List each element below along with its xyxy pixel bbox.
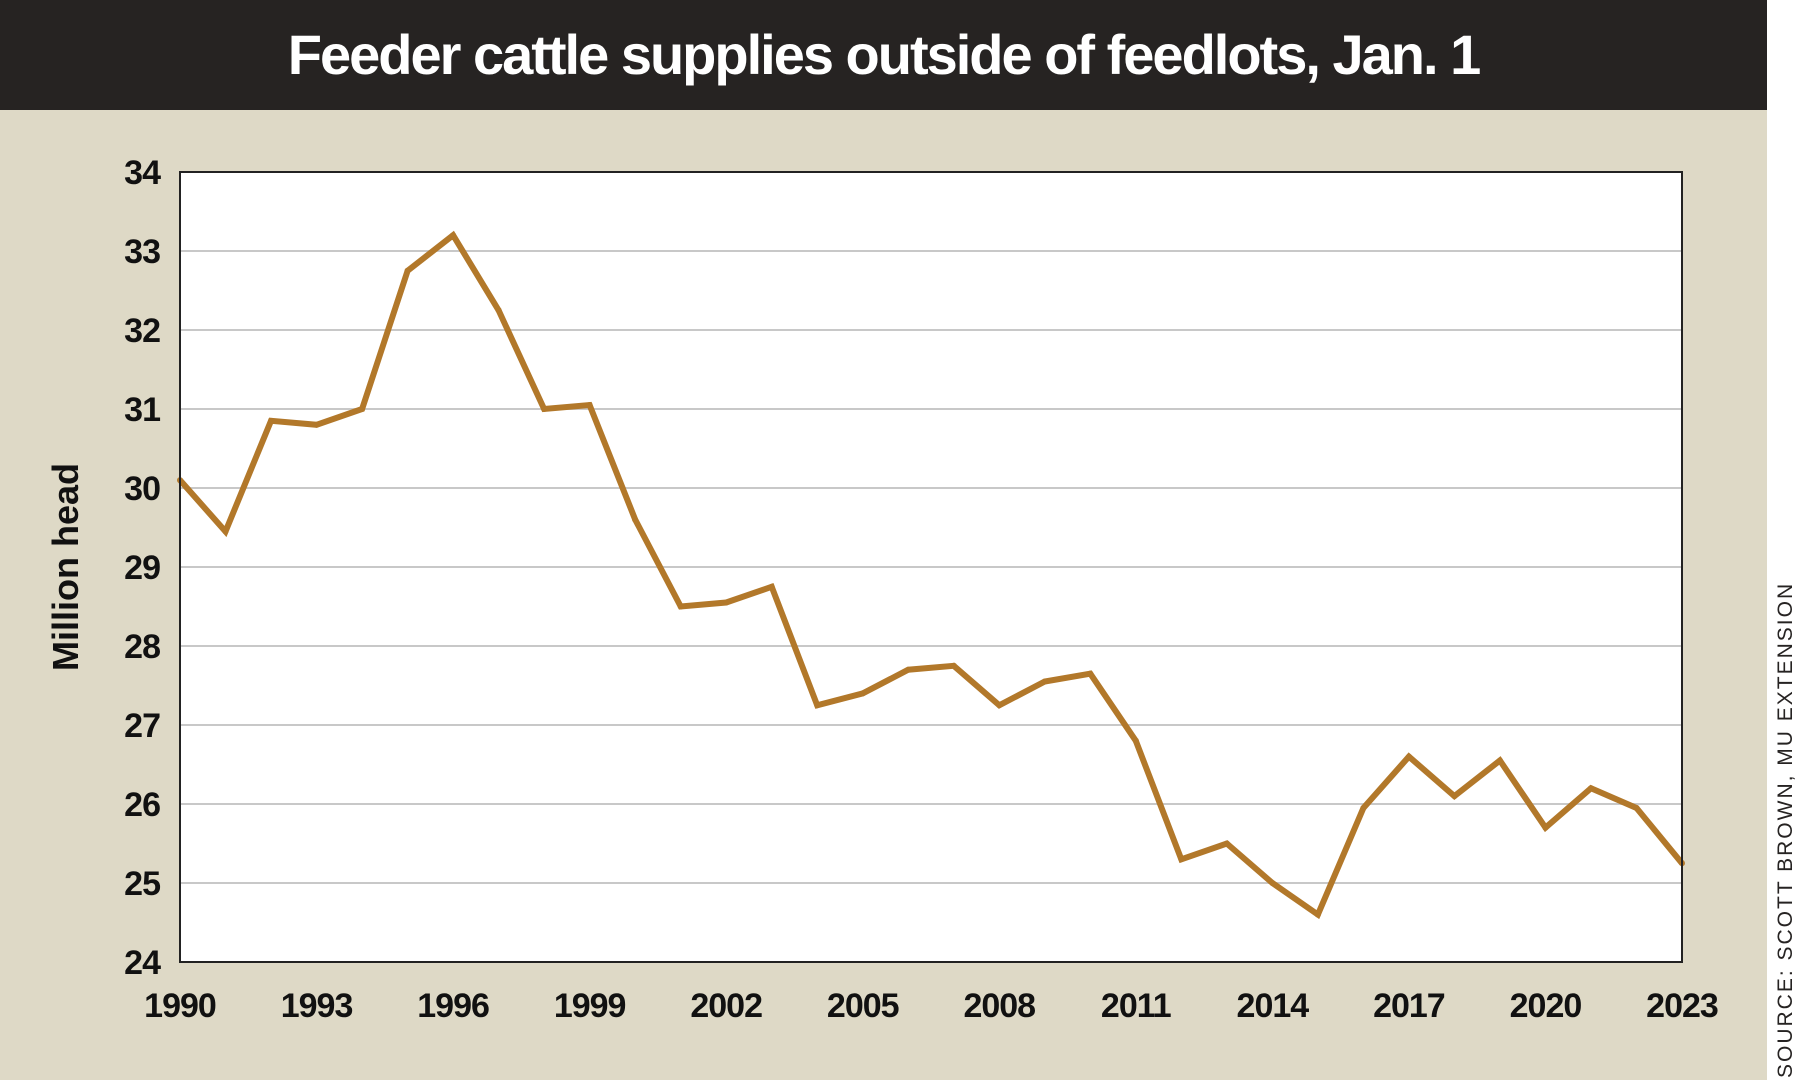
x-tick-label: 2017 [1373, 987, 1445, 1025]
data-points [177, 232, 1685, 918]
y-tick-label: 28 [124, 628, 160, 666]
data-point [814, 702, 821, 709]
y-tick-label: 24 [124, 944, 161, 982]
x-tick-label: 2002 [690, 987, 762, 1025]
y-tick-label: 33 [124, 233, 160, 271]
data-point [222, 528, 229, 535]
data-point [495, 307, 502, 314]
y-tick-label: 29 [124, 549, 160, 587]
x-tick-label: 2020 [1510, 987, 1582, 1025]
x-tick-label: 2011 [1101, 987, 1171, 1025]
y-tick-label: 31 [124, 391, 160, 429]
data-point [359, 406, 366, 412]
data-point [1587, 785, 1594, 792]
y-tick-label: 27 [124, 707, 160, 745]
y-tick-labels: 24 25 26 27 28 29 30 31 32 33 34 [124, 154, 162, 982]
data-point [1451, 793, 1458, 800]
data-point [996, 702, 1003, 709]
y-tick-label: 34 [124, 154, 161, 192]
x-tick-label: 2023 [1646, 987, 1718, 1025]
data-point [1360, 804, 1367, 811]
data-point [541, 406, 548, 412]
data-point [1223, 840, 1230, 847]
data-point [1087, 670, 1094, 677]
data-point [450, 232, 457, 239]
data-point [586, 402, 593, 409]
data-point [859, 690, 866, 697]
data-point [1542, 824, 1549, 831]
y-tick-label: 25 [124, 865, 160, 903]
data-point [1405, 753, 1412, 760]
data-point [1496, 757, 1503, 764]
data-point [1178, 856, 1185, 863]
title-bar: Feeder cattle supplies outside of feedlo… [0, 0, 1767, 110]
series-line [177, 230, 1685, 920]
data-point [677, 603, 684, 610]
data-point [950, 662, 957, 669]
data-point [1041, 678, 1048, 685]
y-tick-label: 30 [124, 470, 160, 508]
data-point [632, 516, 639, 523]
data-point [1633, 804, 1640, 811]
x-tick-label: 1996 [417, 987, 489, 1025]
data-point [905, 666, 912, 673]
data-point [723, 599, 730, 606]
x-tick-labels: 1990 1993 1996 1999 2002 2005 2008 2011 2014 2017… [144, 987, 1719, 1025]
data-point [1314, 911, 1321, 918]
y-tick-label: 32 [124, 312, 160, 350]
data-point [1269, 880, 1276, 886]
data-point [1132, 737, 1139, 744]
chart-title: Feeder cattle supplies outside of feedlo… [287, 23, 1481, 86]
x-tick-label: 2005 [827, 987, 899, 1025]
data-point [313, 421, 320, 428]
y-axis-label: Million head [45, 463, 86, 671]
data-point [768, 583, 775, 590]
x-tick-label: 1993 [281, 987, 353, 1025]
data-point [404, 267, 411, 274]
x-tick-label: 1990 [144, 987, 216, 1025]
x-tick-label: 1999 [554, 987, 626, 1025]
plot-border [179, 171, 1683, 963]
x-tick-label: 2014 [1237, 987, 1310, 1025]
source-credit: SOURCE: SCOTT BROWN, MU EXTENSION [1774, 581, 1797, 1078]
y-tick-label: 26 [124, 786, 160, 824]
x-tick-label: 2008 [963, 987, 1035, 1025]
data-point [268, 417, 275, 424]
